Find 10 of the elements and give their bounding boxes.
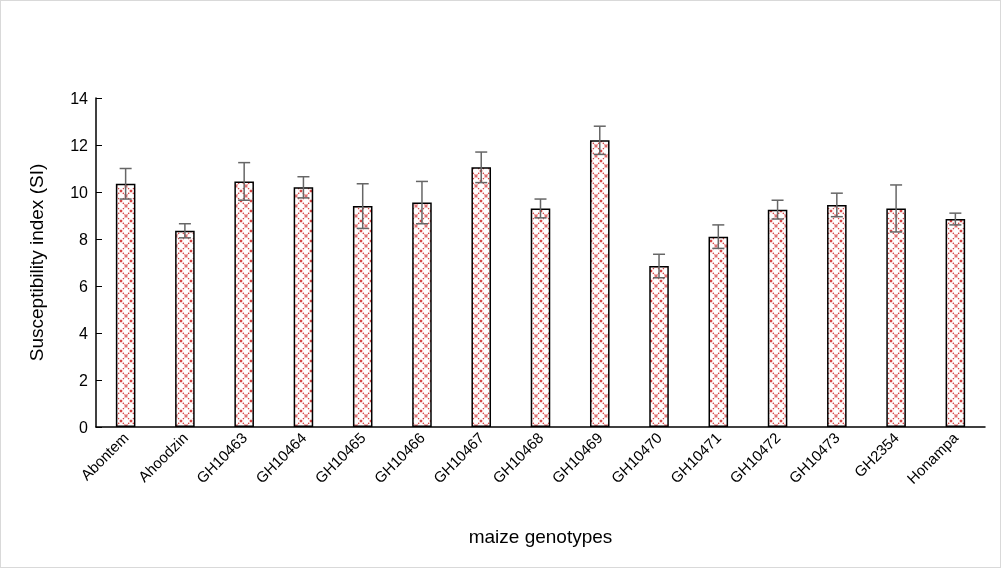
y-tick-label: 10 bbox=[70, 183, 89, 201]
x-axis-title: maize genotypes bbox=[468, 526, 613, 547]
y-axis-title: Susceptibility index (SI) bbox=[26, 163, 47, 362]
y-tick-label: 4 bbox=[79, 324, 89, 342]
y-tick-label: 2 bbox=[79, 371, 89, 389]
y-tick-label: 12 bbox=[70, 136, 89, 154]
y-tick-label: 8 bbox=[79, 230, 89, 248]
y-tick-label: 14 bbox=[70, 89, 89, 107]
y-tick-label: 6 bbox=[79, 277, 89, 295]
y-tick-label: 0 bbox=[79, 418, 89, 436]
